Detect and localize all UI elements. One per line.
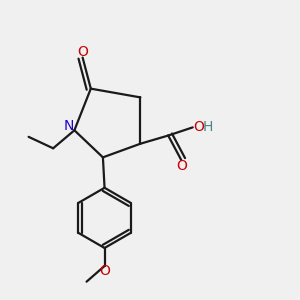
Text: O: O [77,45,88,59]
Text: O: O [99,264,110,278]
Text: O: O [193,120,204,134]
Text: N: N [63,119,74,134]
Text: H: H [202,120,213,134]
Text: O: O [176,159,188,173]
